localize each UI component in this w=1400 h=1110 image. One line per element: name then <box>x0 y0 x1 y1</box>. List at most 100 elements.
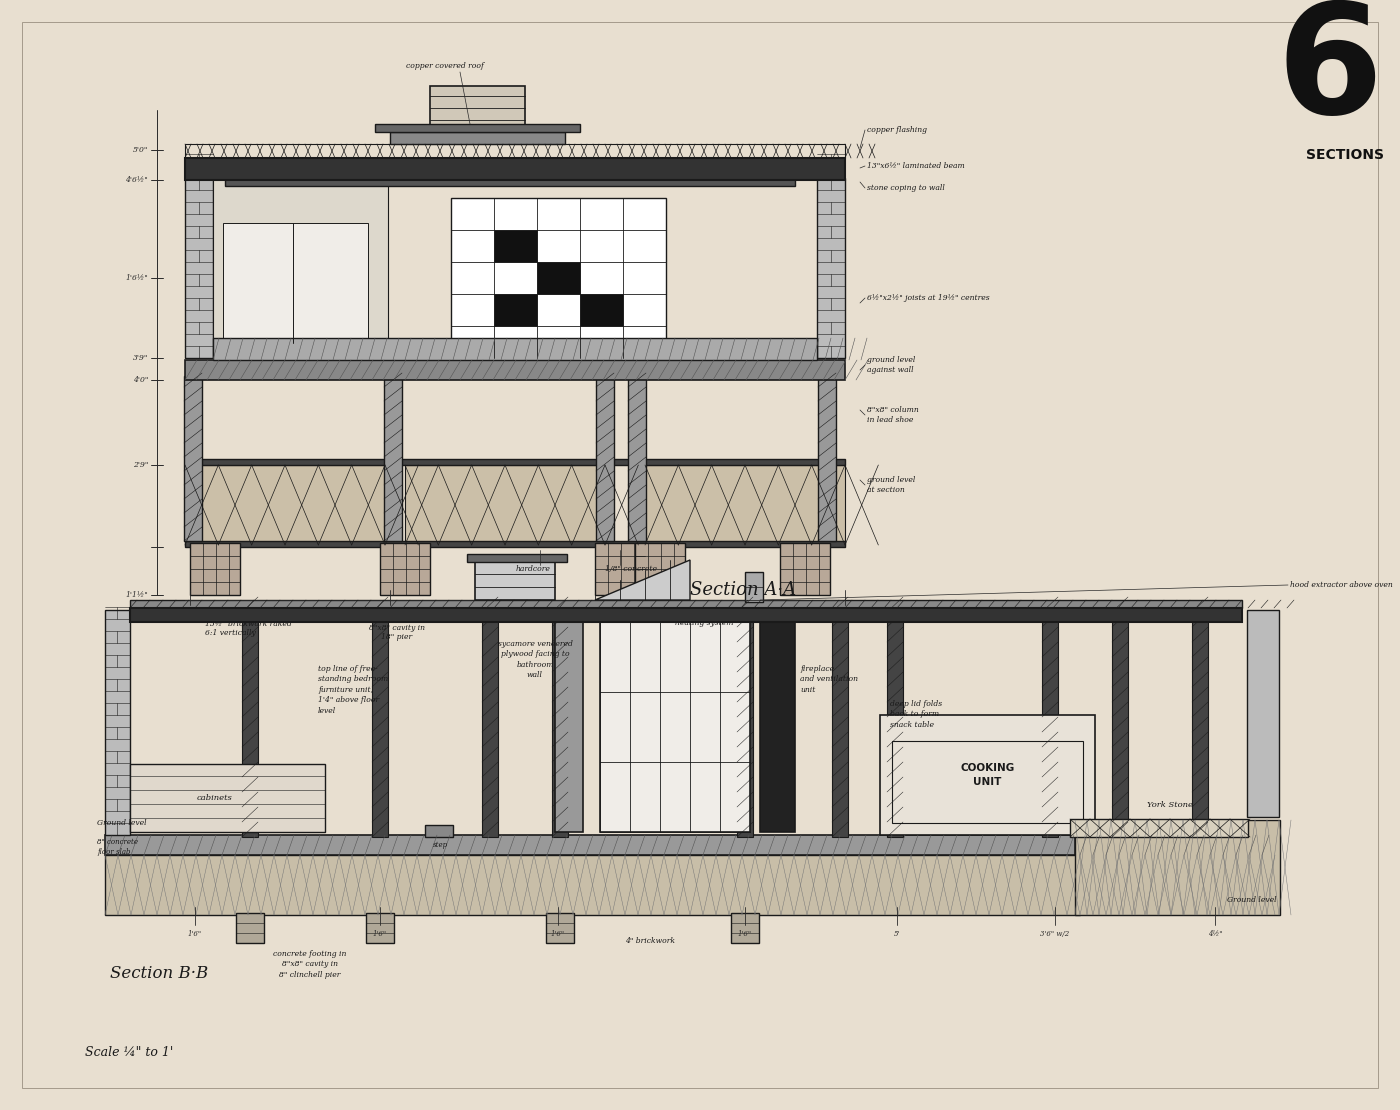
Text: ground level
against wall: ground level against wall <box>867 356 916 374</box>
Text: 4½": 4½" <box>1208 930 1222 938</box>
Text: Scale ¼" to 1': Scale ¼" to 1' <box>85 1046 174 1059</box>
Bar <box>1112 610 1128 837</box>
Bar <box>731 914 759 944</box>
Bar <box>185 178 213 359</box>
Bar <box>213 178 388 359</box>
Text: 3'6" w/2: 3'6" w/2 <box>1040 930 1070 938</box>
Text: 4'0": 4'0" <box>133 376 148 384</box>
Bar <box>475 561 554 601</box>
Bar <box>494 294 538 326</box>
Text: 1'6½": 1'6½" <box>125 274 148 282</box>
Text: 1'6": 1'6" <box>372 930 386 938</box>
Bar <box>185 465 385 545</box>
Text: 4" brickwork: 4" brickwork <box>624 937 675 945</box>
Text: 8" concrete
floor slab: 8" concrete floor slab <box>97 838 139 856</box>
Bar <box>185 158 846 180</box>
Bar <box>818 178 846 359</box>
Bar <box>365 914 393 944</box>
Bar <box>595 543 645 595</box>
Bar <box>780 543 830 595</box>
Bar <box>552 610 568 837</box>
Text: 6: 6 <box>1277 0 1383 147</box>
Bar <box>818 376 836 541</box>
Bar <box>130 608 1242 622</box>
Bar <box>372 610 388 837</box>
Text: hood extractor above oven: hood extractor above oven <box>1289 581 1393 589</box>
Text: 4'6½": 4'6½" <box>125 176 148 184</box>
Text: 1'1½": 1'1½" <box>125 591 148 599</box>
Text: 1/8" concrete: 1/8" concrete <box>605 565 657 573</box>
Bar <box>892 741 1084 823</box>
Text: Ground level: Ground level <box>1228 896 1277 904</box>
Bar <box>468 554 567 562</box>
Text: 2'9": 2'9" <box>382 613 398 620</box>
Bar <box>105 610 130 835</box>
Text: 8"x8" column
in lead shoe: 8"x8" column in lead shoe <box>867 406 918 424</box>
Bar <box>1042 610 1058 837</box>
Bar <box>645 465 846 545</box>
Bar <box>538 262 580 294</box>
Bar <box>130 764 325 832</box>
Bar <box>546 914 574 944</box>
Bar <box>888 610 903 837</box>
Text: Section A·A: Section A·A <box>690 581 797 599</box>
Bar <box>242 610 258 837</box>
Bar <box>213 339 818 360</box>
Text: 3'9": 3'9" <box>133 354 148 362</box>
Bar <box>237 914 265 944</box>
Text: 13½" brickwork raked
6:1 vertically: 13½" brickwork raked 6:1 vertically <box>204 620 291 637</box>
Text: Ground level: Ground level <box>97 819 147 827</box>
Bar <box>881 715 1095 835</box>
Bar <box>832 610 848 837</box>
Text: fireplace
and ventilation
unit: fireplace and ventilation unit <box>799 665 858 694</box>
Bar <box>482 610 498 837</box>
Bar <box>580 294 623 326</box>
Bar <box>736 610 753 837</box>
Bar <box>430 85 525 144</box>
Text: 1'6": 1'6" <box>188 930 202 938</box>
Bar <box>130 601 1242 608</box>
Bar <box>760 622 795 832</box>
Text: 6½"x2½" joists at 19½" centres: 6½"x2½" joists at 19½" centres <box>867 294 990 302</box>
Text: copper covered roof: copper covered roof <box>406 62 484 70</box>
Text: 5'0": 5'0" <box>133 147 148 154</box>
Text: SECTIONS: SECTIONS <box>1306 148 1385 162</box>
Text: York Stone: York Stone <box>1147 801 1193 809</box>
Text: stone coping to wall: stone coping to wall <box>867 184 945 192</box>
Bar <box>185 144 846 158</box>
Bar <box>190 543 239 595</box>
Bar <box>185 541 846 547</box>
Bar <box>451 198 666 359</box>
Text: cabinets: cabinets <box>197 794 232 803</box>
Bar <box>223 223 368 343</box>
Bar <box>225 178 795 186</box>
Bar <box>596 376 615 541</box>
Text: 1'6": 1'6" <box>552 930 566 938</box>
Bar <box>375 124 580 132</box>
Bar <box>554 622 582 832</box>
Bar <box>629 376 645 541</box>
Polygon shape <box>1075 820 1280 915</box>
Bar <box>1191 610 1208 837</box>
Bar <box>105 855 1079 915</box>
Bar <box>185 460 846 465</box>
Bar <box>185 360 846 380</box>
Text: ground level
at section: ground level at section <box>867 476 916 494</box>
Bar <box>391 132 566 144</box>
Bar <box>379 543 430 595</box>
Bar <box>105 835 1075 855</box>
Bar <box>601 622 750 832</box>
Text: 13"x6½" laminated beam: 13"x6½" laminated beam <box>867 162 965 170</box>
Text: 2'9": 2'9" <box>133 461 148 470</box>
Text: copper flashing: copper flashing <box>867 127 927 134</box>
Bar <box>494 230 538 262</box>
Bar <box>384 376 402 541</box>
Text: 1'6": 1'6" <box>738 930 752 938</box>
Text: COOKING
UNIT: COOKING UNIT <box>960 764 1015 787</box>
Text: step: step <box>433 841 448 849</box>
Bar <box>426 825 454 837</box>
Text: deep lid folds
back to form
snack table: deep lid folds back to form snack table <box>890 700 942 729</box>
Text: top line of free-
standing bedroom
furniture unit,
1'4" above floor
level: top line of free- standing bedroom furni… <box>318 665 388 715</box>
Text: 3'4½": 3'4½" <box>179 613 202 620</box>
Bar <box>636 543 685 595</box>
